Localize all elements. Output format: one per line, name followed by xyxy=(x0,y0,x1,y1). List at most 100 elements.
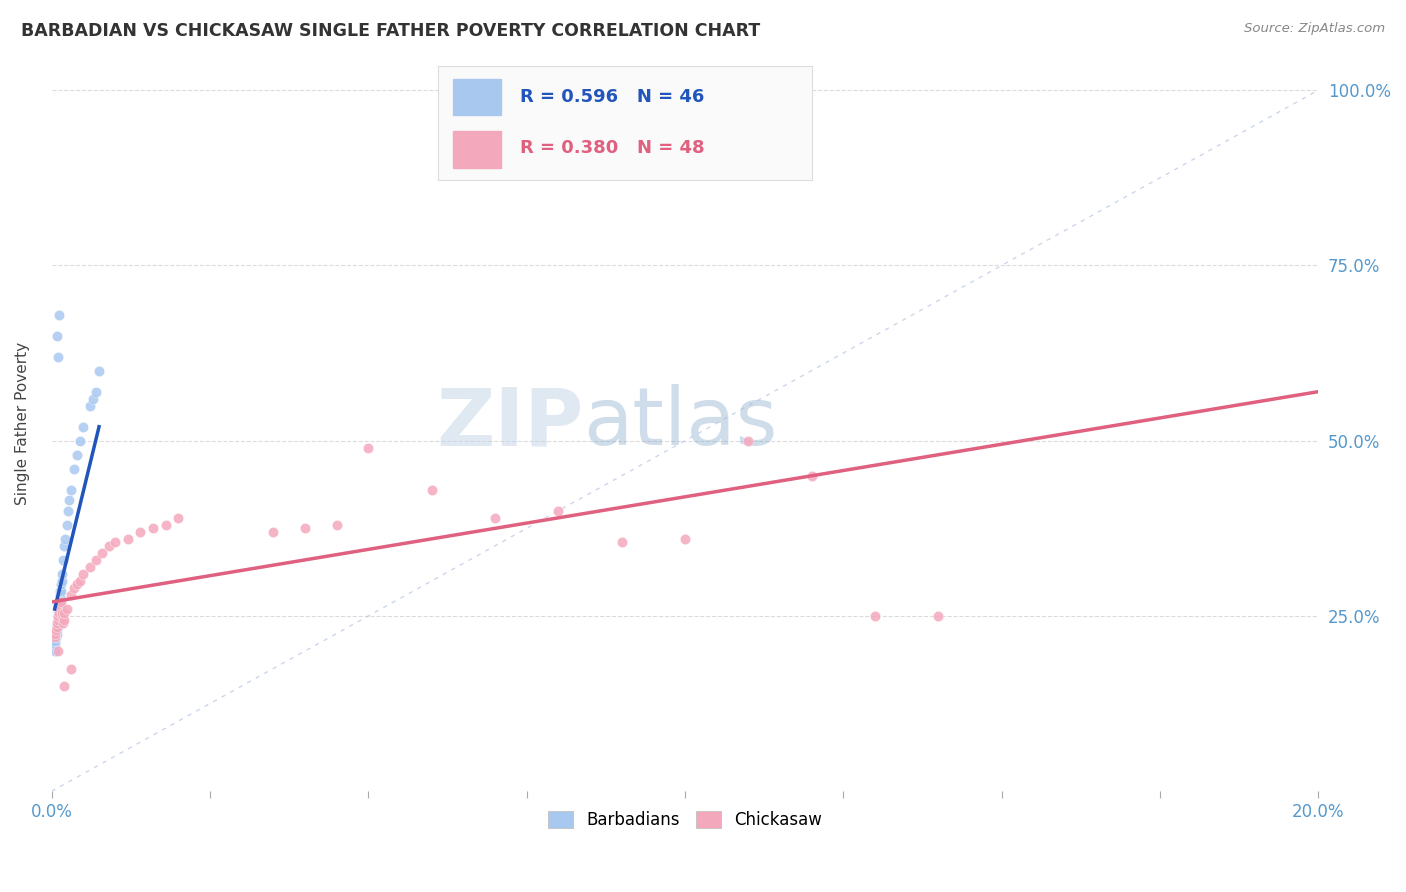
Point xyxy=(49,577,72,591)
Point xyxy=(49,595,72,609)
Point xyxy=(46,615,69,630)
Point xyxy=(45,619,67,633)
Point xyxy=(79,560,101,574)
Point xyxy=(44,626,66,640)
Point xyxy=(58,493,80,508)
Point xyxy=(51,574,73,588)
Point xyxy=(44,626,66,640)
Point xyxy=(46,613,69,627)
Point xyxy=(52,615,75,630)
Point xyxy=(46,606,69,620)
Point xyxy=(44,633,66,648)
Point xyxy=(610,535,633,549)
Point xyxy=(46,619,69,633)
Point xyxy=(737,434,759,448)
Point xyxy=(484,511,506,525)
Point xyxy=(49,588,72,602)
Point xyxy=(56,504,79,518)
Point xyxy=(547,504,569,518)
Point xyxy=(48,606,70,620)
Point xyxy=(69,574,91,588)
Point xyxy=(325,517,347,532)
Point xyxy=(48,599,70,613)
Point xyxy=(87,364,110,378)
Point xyxy=(51,606,73,620)
Point xyxy=(59,588,82,602)
Point xyxy=(46,599,69,613)
Point xyxy=(52,553,75,567)
Point xyxy=(44,644,66,658)
Text: atlas: atlas xyxy=(583,384,778,462)
Point xyxy=(49,591,72,606)
Point xyxy=(62,462,84,476)
Point xyxy=(49,584,72,599)
Point xyxy=(46,350,69,364)
Point xyxy=(44,630,66,644)
Point xyxy=(69,434,91,448)
Point xyxy=(44,630,66,644)
Point xyxy=(45,328,67,343)
Point xyxy=(52,613,75,627)
Point xyxy=(53,539,76,553)
Point xyxy=(863,609,886,624)
Point xyxy=(97,539,120,553)
Point xyxy=(927,609,949,624)
Point xyxy=(49,602,72,616)
Point xyxy=(49,595,72,609)
Point xyxy=(167,511,190,525)
Point xyxy=(45,623,67,637)
Point xyxy=(155,517,177,532)
Point xyxy=(45,630,67,644)
Point xyxy=(45,623,67,637)
Point xyxy=(53,679,76,693)
Point xyxy=(117,532,139,546)
Point xyxy=(45,619,67,633)
Point xyxy=(48,609,70,624)
Point xyxy=(84,553,107,567)
Point xyxy=(48,606,70,620)
Point xyxy=(673,532,696,546)
Point xyxy=(46,615,69,630)
Point xyxy=(51,609,73,624)
Point xyxy=(79,399,101,413)
Point xyxy=(49,584,72,599)
Point xyxy=(72,419,94,434)
Point xyxy=(420,483,443,497)
Legend: Barbadians, Chickasaw: Barbadians, Chickasaw xyxy=(541,805,830,836)
Point xyxy=(46,623,69,637)
Point xyxy=(55,517,77,532)
Point xyxy=(262,524,284,539)
Point xyxy=(62,581,84,595)
Point xyxy=(49,599,72,613)
Point xyxy=(294,521,316,535)
Point xyxy=(84,384,107,399)
Point xyxy=(72,566,94,581)
Text: Source: ZipAtlas.com: Source: ZipAtlas.com xyxy=(1244,22,1385,36)
Point xyxy=(66,448,89,462)
Point xyxy=(44,623,66,637)
Point xyxy=(48,602,70,616)
Point xyxy=(56,602,79,616)
Point xyxy=(66,577,89,591)
Point xyxy=(129,524,152,539)
Point xyxy=(48,609,70,624)
Point xyxy=(48,308,70,322)
Point xyxy=(53,606,76,620)
Point xyxy=(104,535,127,549)
Point xyxy=(55,532,77,546)
Point xyxy=(46,613,69,627)
Point xyxy=(357,441,380,455)
Point xyxy=(91,546,114,560)
Point xyxy=(44,637,66,651)
Point xyxy=(59,662,82,676)
Text: ZIP: ZIP xyxy=(436,384,583,462)
Point xyxy=(82,392,104,406)
Point xyxy=(46,644,69,658)
Point xyxy=(51,566,73,581)
Text: BARBADIAN VS CHICKASAW SINGLE FATHER POVERTY CORRELATION CHART: BARBADIAN VS CHICKASAW SINGLE FATHER POV… xyxy=(21,22,761,40)
Point xyxy=(59,483,82,497)
Point xyxy=(45,626,67,640)
Y-axis label: Single Father Poverty: Single Father Poverty xyxy=(15,342,30,505)
Point xyxy=(800,468,823,483)
Point xyxy=(142,521,165,535)
